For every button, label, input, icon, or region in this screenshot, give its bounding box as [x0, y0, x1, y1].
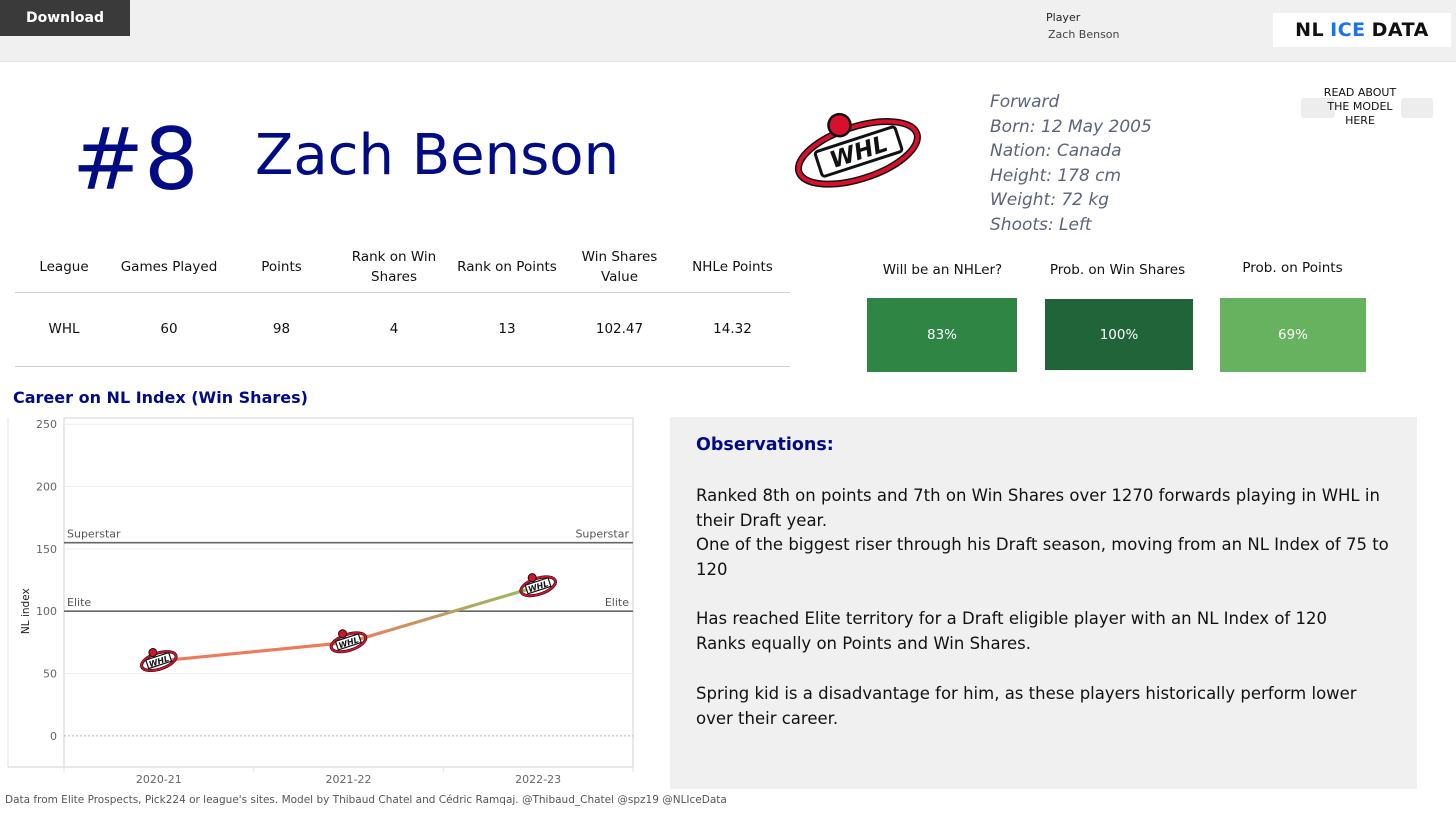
read-model-decoration — [1401, 98, 1433, 118]
x-tick-label: 2022-23 — [515, 773, 561, 786]
y-tick-label: 250 — [36, 418, 57, 431]
plot-frame — [63, 417, 634, 768]
bio-nation: Nation: Canada — [990, 141, 1122, 162]
table-cell: 4 — [338, 292, 450, 367]
col-header: Rank on Points — [450, 242, 564, 293]
x-tick-label: 2021-22 — [326, 773, 372, 786]
col-header: Points — [225, 242, 338, 293]
col-header: Rank on Win Shares — [338, 242, 450, 293]
table-cell: WHL — [15, 292, 113, 367]
player-filter[interactable]: Player Zach Benson — [1046, 11, 1120, 41]
footer-credits: Data from Elite Prospects, Pick224 or le… — [5, 794, 727, 806]
observation-text: One of the biggest riser through his Dra… — [696, 535, 1389, 579]
bio-height: Height: 178 cm — [990, 165, 1122, 186]
observation-text: Has reached Elite territory for a Draft … — [696, 609, 1327, 628]
y-tick-label: 200 — [36, 481, 57, 494]
prob-card-points: Prob. on Points 69% — [1220, 260, 1366, 372]
observation-text: Ranked 8th on points and 7th on Win Shar… — [696, 486, 1380, 530]
player-bio: Forward Born: 12 May 2005 Nation: Canada… — [990, 90, 1152, 238]
stats-header-row: League Games Played Points Rank on Win S… — [15, 242, 790, 293]
prob-card-win-shares: Prob. on Win Shares 100% — [1045, 262, 1193, 370]
brand-part-3: DATA — [1371, 19, 1429, 41]
brand-part-2: ICE — [1330, 19, 1366, 41]
reference-label: Superstar — [67, 528, 121, 541]
col-header: Games Played — [113, 242, 225, 293]
y-tick-label: 50 — [43, 668, 57, 681]
whl-logo-icon: WHL — [140, 647, 178, 672]
reference-label: Superstar — [575, 528, 629, 541]
player-filter-value[interactable]: Zach Benson — [1048, 28, 1120, 41]
read-model-button[interactable]: READ ABOUT THE MODEL HERE — [1293, 67, 1433, 143]
y-tick-label: 100 — [36, 605, 57, 618]
col-header: Win Shares Value — [564, 242, 675, 293]
stats-table: League Games Played Points Rank on Win S… — [15, 242, 790, 367]
observations-panel: Observations: Ranked 8th on points and 7… — [670, 417, 1417, 789]
brand-part-1: NL — [1295, 19, 1325, 41]
bio-shoots: Shoots: Left — [990, 214, 1092, 235]
read-model-label[interactable]: READ ABOUT THE MODEL HERE — [1323, 86, 1397, 127]
table-cell: 98 — [225, 292, 338, 367]
table-cell: 13 — [450, 292, 564, 367]
prob-title: Prob. on Win Shares — [1049, 262, 1186, 278]
prob-title: Will be an NHLer? — [882, 262, 1003, 278]
draft-rank: #8 — [72, 110, 199, 210]
observation-text: Spring kid is a disadvantage for him, as… — [696, 684, 1357, 728]
observations-title: Observations: — [696, 435, 834, 455]
player-filter-label: Player — [1046, 11, 1081, 24]
bio-weight: Weight: 72 kg — [990, 190, 1110, 211]
prob-card-nhler: Will be an NHLer? 83% — [855, 262, 1030, 372]
observation-text: Ranks equally on Points and Win Shares. — [696, 634, 1032, 653]
y-axis-label: NL index — [20, 588, 32, 634]
table-row: WHL 60 98 4 13 102.47 14.32 — [15, 292, 790, 367]
table-cell: 60 — [113, 292, 225, 367]
bio-position: Forward — [990, 92, 1060, 112]
prob-box: 69% — [1220, 298, 1366, 372]
col-header: League — [15, 242, 113, 293]
table-cell: 14.32 — [675, 292, 790, 367]
download-button[interactable]: Download — [0, 0, 130, 36]
brand-logo: NL ICE DATA — [1273, 13, 1451, 47]
table-cell: 102.47 — [564, 292, 675, 367]
reference-label: Elite — [605, 596, 629, 609]
career-chart: 0 50 100 150 200 250 NL index Superstar Supersta… — [7, 417, 634, 786]
top-toolbar: Download Player Zach Benson NL ICE DATA — [0, 0, 1456, 62]
prob-title: Prob. on Points — [1242, 260, 1343, 276]
bio-born: Born: 12 May 2005 — [990, 116, 1152, 137]
player-name: Zach Benson — [255, 123, 620, 188]
x-tick-label: 2020-21 — [136, 773, 182, 786]
prob-box: 100% — [1045, 299, 1193, 370]
prob-box: 83% — [867, 298, 1017, 372]
col-header: NHLe Points — [675, 242, 790, 293]
whl-logo-icon: WHL — [794, 112, 921, 188]
reference-label: Elite — [67, 596, 91, 609]
read-model-decoration — [1301, 98, 1335, 118]
y-tick-label: 0 — [50, 730, 57, 743]
y-tick-label: 150 — [36, 543, 57, 556]
career-chart-title: Career on NL Index (Win Shares) — [13, 388, 308, 407]
